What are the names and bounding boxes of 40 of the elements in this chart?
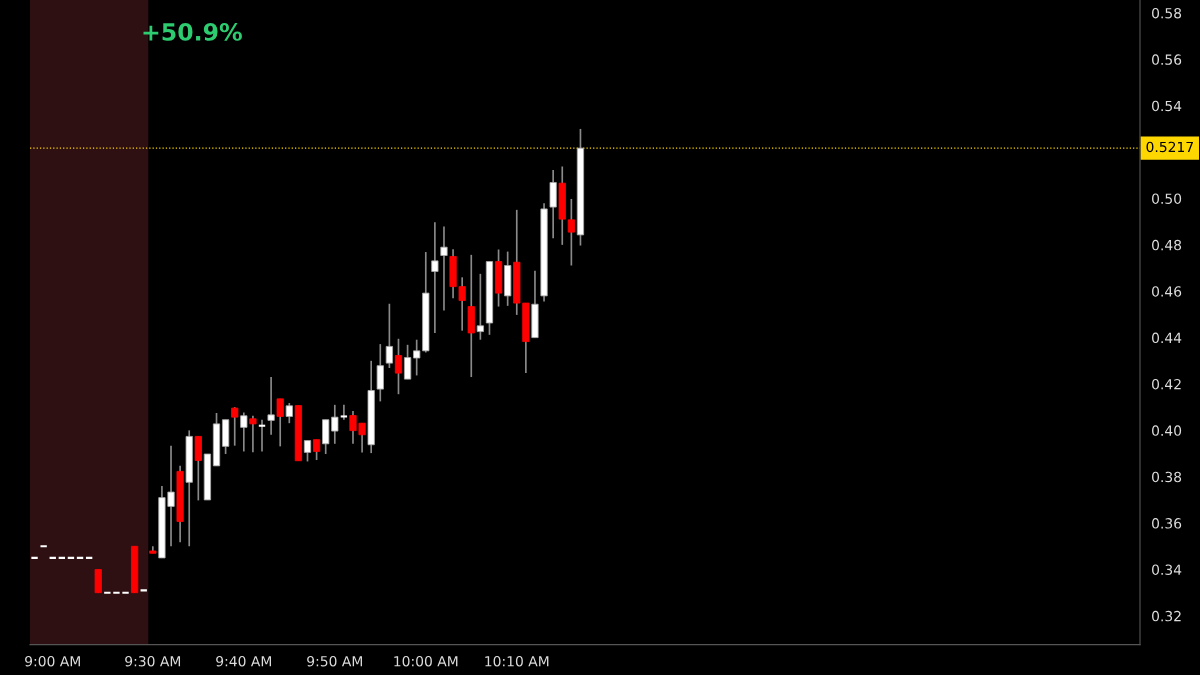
y-tick-label: 0.54 (1152, 100, 1182, 112)
candlestick (403, 343, 412, 380)
y-tick-label: 0.36 (1152, 518, 1182, 529)
candlestick (312, 438, 321, 461)
x-tick-label: 9:00 AM (25, 655, 80, 667)
candlestick (285, 402, 293, 425)
y-tick-label: 0.38 (1152, 471, 1182, 483)
candlestick (567, 198, 575, 267)
candlestick (94, 568, 102, 594)
y-tick-label: 0.40 (1152, 425, 1182, 436)
candlestick (476, 273, 484, 341)
candlestick (376, 343, 384, 403)
candlestick (267, 376, 275, 436)
text: +50.9% (143, 22, 242, 41)
x-tick-label: 9:30 AM (125, 655, 181, 667)
y-tick-label: 0.58 (1152, 7, 1182, 19)
candlestick (440, 225, 448, 312)
x-tick-label: 9:40 AM (216, 655, 271, 667)
y-tick-label: 0.50 (1152, 193, 1182, 204)
y-tick-label: 0.46 (1152, 286, 1182, 297)
candlestick (231, 406, 239, 447)
y-tick-label: 0.48 (1152, 239, 1182, 251)
candlestick (303, 439, 312, 463)
y-tick-label: 0.42 (1152, 378, 1181, 390)
y-tick-label: 0.34 (1152, 564, 1182, 575)
y-tick-label: 0.32 (1152, 610, 1181, 622)
candlestick (339, 404, 349, 421)
y-tick-label: 0.44 (1152, 332, 1182, 344)
ref-line-label: 0.5217 (1146, 141, 1193, 153)
candlestick (240, 411, 248, 453)
candlestick (431, 221, 439, 334)
x-tick-label: 10:00 AM (394, 655, 458, 667)
candlestick (385, 302, 393, 369)
x-tick-label: 9:50 AM (307, 655, 362, 667)
candlestick (257, 418, 267, 453)
y-tick-label: 0.56 (1152, 54, 1182, 65)
candlestick (276, 397, 284, 448)
candlestick (249, 414, 257, 454)
x-tick-label: 10:10 AM (485, 655, 549, 667)
candlestick (394, 337, 403, 396)
